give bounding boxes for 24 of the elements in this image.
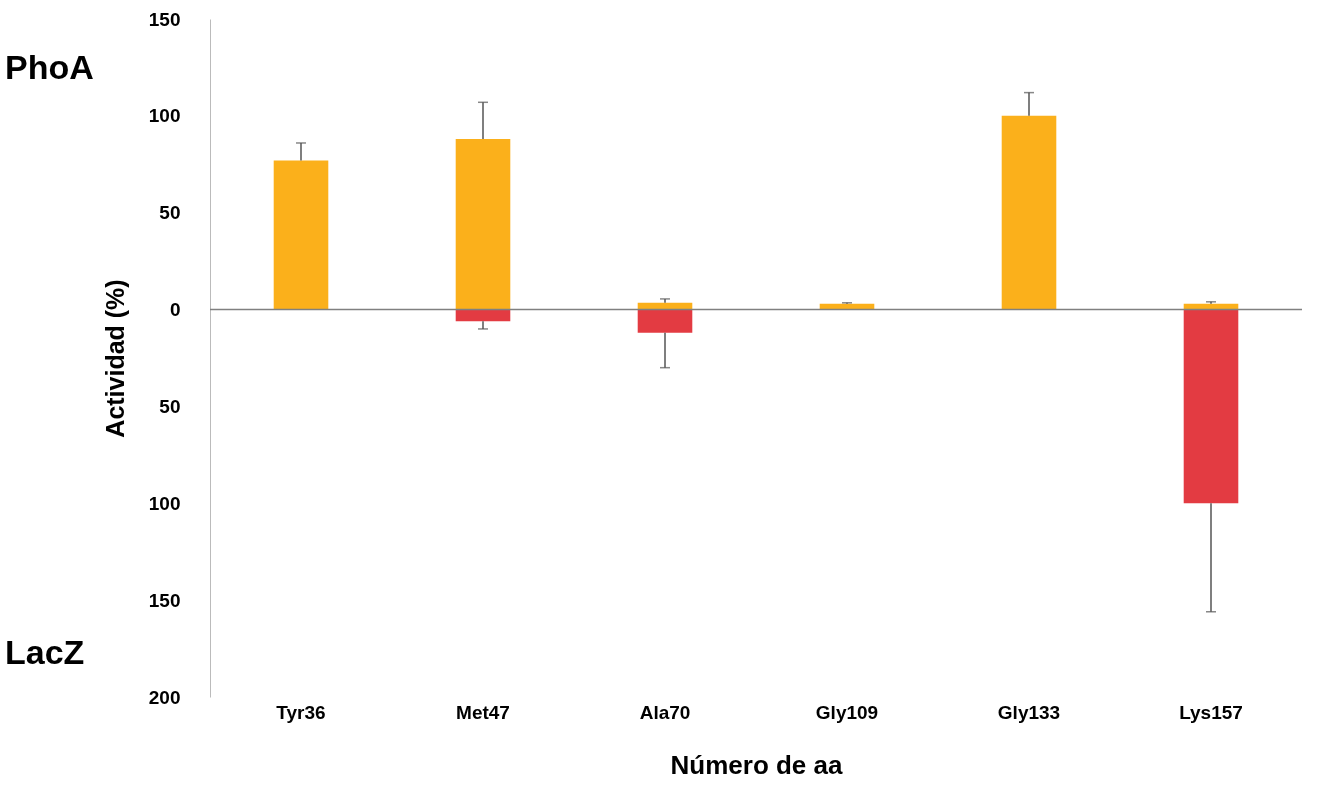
text: LacZ	[5, 633, 85, 671]
bar	[1183, 309, 1239, 504]
y-tick-label: 200	[148, 686, 181, 708]
x-tick-label: Met47	[456, 701, 510, 723]
y-tick-label: 100	[148, 492, 181, 514]
y-tick-label: 50	[159, 395, 181, 417]
x-tick-label: Gly109	[815, 701, 879, 723]
y-tick-label: 50	[159, 202, 181, 224]
text: PhoA	[5, 48, 94, 86]
bar	[637, 309, 693, 333]
y-tick-label: 0	[169, 299, 181, 321]
y-tick-label: 150	[148, 8, 181, 30]
bar	[455, 309, 511, 322]
x-tick-label: Tyr36	[276, 701, 326, 723]
x-tick-label: Gly133	[997, 701, 1061, 723]
y-tick-label: 100	[148, 105, 181, 127]
x-axis-title: Número de aa	[670, 749, 844, 780]
x-tick-label: Lys157	[1179, 701, 1243, 723]
bar	[273, 160, 329, 310]
bar	[455, 139, 511, 310]
y-axis-title: Actividad (%)	[100, 279, 129, 438]
y-tick-label: 150	[148, 589, 181, 611]
bar	[1001, 115, 1057, 310]
x-tick-label: Ala70	[639, 701, 691, 723]
